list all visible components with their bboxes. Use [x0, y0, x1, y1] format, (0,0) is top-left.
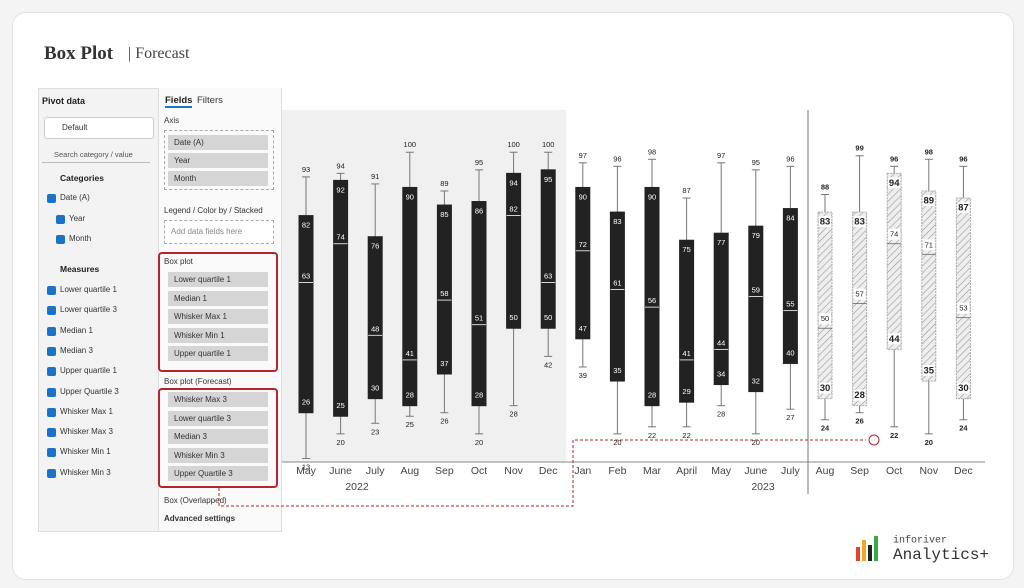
measure-item: Whisker Min 3: [60, 467, 111, 477]
checkbox[interactable]: [56, 214, 65, 224]
legend-label: Legend / Color by / Stacked: [164, 206, 263, 215]
axis-label: Axis: [164, 116, 180, 125]
checkbox[interactable]: [47, 468, 56, 478]
category-item: Date (A): [60, 193, 90, 202]
subtitle: | Forecast: [128, 45, 190, 62]
highlight-box: [158, 252, 278, 372]
checkbox[interactable]: [47, 407, 56, 417]
field-chip[interactable]: Upper quartile 1: [168, 346, 268, 362]
category-item: Year: [69, 213, 86, 223]
checkbox[interactable]: [56, 235, 65, 244]
checkbox[interactable]: [47, 448, 56, 458]
checkbox[interactable]: [47, 367, 56, 377]
pivot-title: Pivot data: [42, 96, 86, 106]
measure-item: Whisker Max 3: [60, 427, 113, 437]
search-box[interactable]: [42, 146, 150, 163]
forecast-label: Box plot (Forecast): [164, 377, 232, 386]
filters-tab[interactable]: Filters: [197, 95, 223, 106]
measures-heading: Measures: [60, 264, 100, 274]
checkbox[interactable]: [47, 286, 56, 295]
measure-item: Whisker Max 1: [60, 406, 113, 416]
measure-item: Lower quartile 3: [60, 305, 117, 315]
title: Box Plot: [44, 43, 114, 64]
highlight-box: [158, 388, 278, 488]
view-dropdown[interactable]: [44, 117, 154, 139]
field-chip[interactable]: Month: [168, 171, 268, 186]
field-chip[interactable]: Median 3: [168, 429, 268, 445]
field-chip[interactable]: Whisker Min 3: [168, 447, 268, 463]
field-chip[interactable]: Lower quartile 1: [168, 272, 268, 287]
box-plot-label: Box plot: [164, 257, 193, 266]
measure-item: Whisker Min 1: [60, 447, 111, 457]
search-placeholder: Search category / value: [54, 150, 133, 159]
checkbox[interactable]: [47, 326, 56, 336]
measure-item: Median 1: [60, 325, 93, 335]
legend-placeholder: Add data fields here: [171, 227, 243, 236]
field-chip[interactable]: Date (A): [168, 135, 268, 150]
legend-well[interactable]: [164, 220, 274, 244]
category-item: Month: [69, 234, 92, 243]
field-chip[interactable]: Upper Quartile 3: [168, 466, 268, 482]
measure-item: Median 3: [60, 345, 93, 355]
checkbox[interactable]: [47, 194, 56, 203]
measure-item: Upper quartile 1: [60, 366, 117, 376]
axis-well: [164, 130, 274, 190]
checkbox[interactable]: [47, 387, 56, 397]
overlapped-label: Box (Overlapped): [164, 496, 227, 505]
measure-item: Lower quartile 1: [60, 285, 117, 294]
advanced-settings[interactable]: Advanced settings: [164, 514, 236, 523]
field-chip[interactable]: Whisker Min 1: [168, 327, 268, 343]
field-chip[interactable]: Whisker Max 3: [168, 392, 268, 407]
view-label: Default: [62, 123, 88, 132]
checkbox[interactable]: [47, 346, 56, 356]
categories-heading: Categories: [60, 173, 104, 183]
field-chip[interactable]: Whisker Max 1: [168, 309, 268, 325]
checkbox[interactable]: [47, 306, 56, 316]
fields-tab[interactable]: Fields: [165, 95, 193, 108]
field-chip[interactable]: Lower quartile 3: [168, 410, 268, 426]
checkbox[interactable]: [47, 428, 56, 438]
field-chip[interactable]: Median 1: [168, 290, 268, 306]
measure-item: Upper Quartile 3: [60, 386, 119, 396]
field-chip[interactable]: Year: [168, 153, 268, 168]
